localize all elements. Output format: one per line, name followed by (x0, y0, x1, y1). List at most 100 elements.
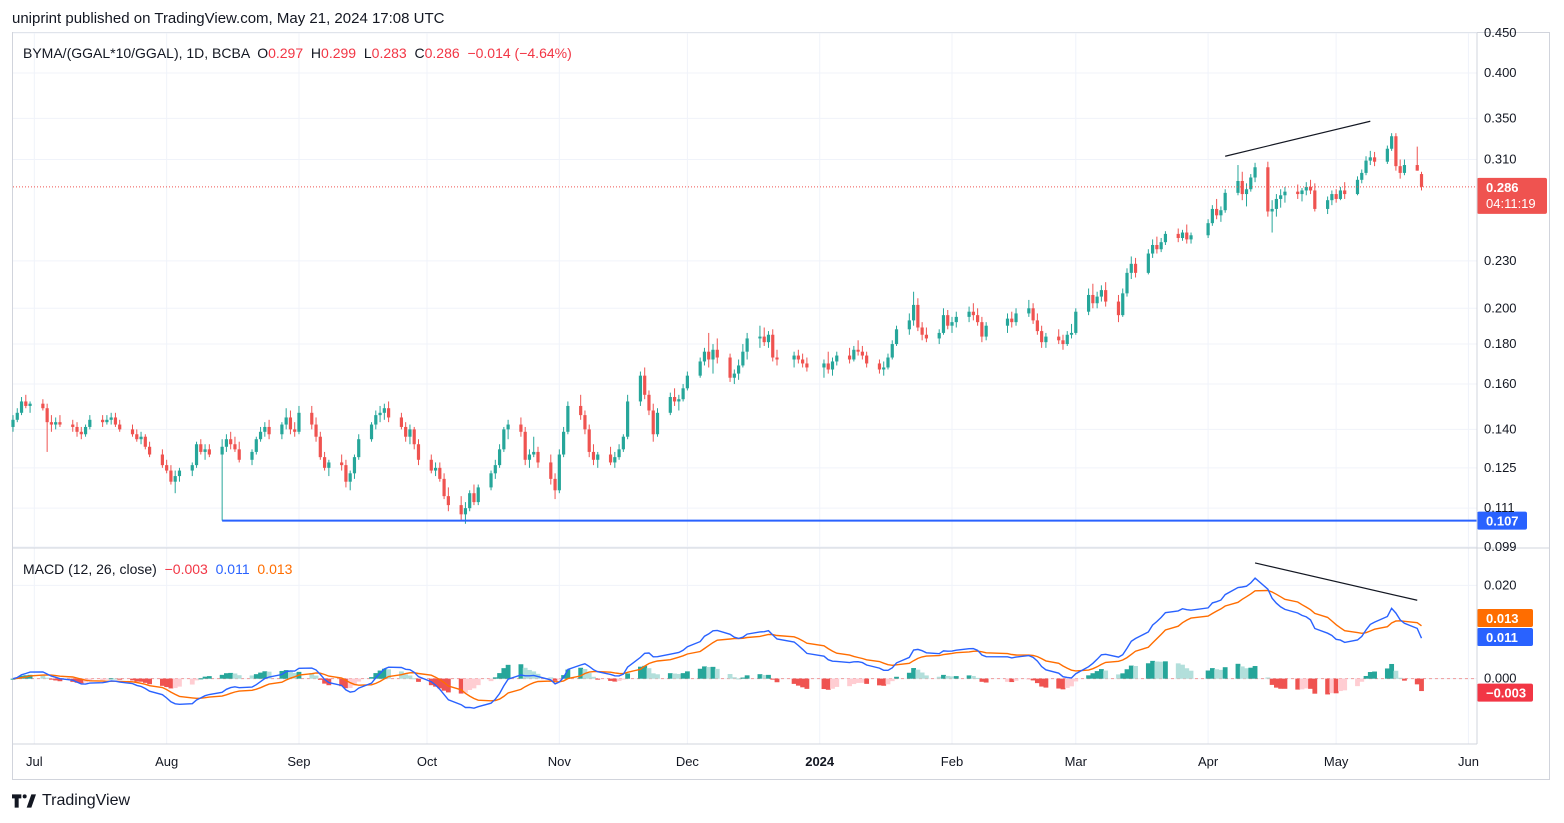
macd-hist-bar (1205, 670, 1211, 679)
open-label: O (257, 45, 269, 61)
candle-body (890, 344, 894, 358)
candle-body (438, 467, 442, 479)
candle-body (536, 451, 540, 463)
macd-hist-bar (1069, 678, 1074, 687)
macd-hist-value: −0.003 (164, 561, 208, 577)
macd-hist-bar (1265, 677, 1271, 679)
candle-body (109, 417, 113, 420)
candle-body (762, 336, 766, 343)
macd-label[interactable]: MACD (12, 26, close) (23, 561, 157, 577)
macd-hist-bar (1282, 678, 1288, 689)
candle-body (177, 470, 182, 477)
price-tick-label: 0.400 (1484, 65, 1517, 80)
candle-body (173, 476, 177, 482)
candle-body (882, 367, 886, 370)
macd-hist-bar (894, 676, 899, 679)
macd-hist-bar (1299, 678, 1305, 690)
candle-body (233, 444, 237, 450)
macd-hist-bar (851, 678, 857, 685)
footer-brand[interactable]: TradingView (12, 792, 130, 810)
candle-body (771, 334, 775, 358)
macd-hist-bar (1397, 677, 1403, 679)
macd-hist-bar (113, 678, 118, 680)
candle-body (1300, 190, 1304, 195)
macd-hist-bar (1056, 678, 1062, 689)
macd-hist-bar (130, 678, 135, 681)
candle-body (24, 401, 28, 406)
macd-hist-bar (740, 677, 746, 679)
macd-hist-bar (1128, 665, 1134, 679)
candle-body (15, 412, 19, 420)
candle-body (75, 426, 79, 432)
macd-hist-bar (1090, 673, 1096, 679)
candle-body (1163, 233, 1168, 243)
candle-body (647, 394, 651, 411)
candle-body (1364, 160, 1368, 173)
macd-hist-bar (100, 678, 106, 681)
candle-body (258, 431, 263, 440)
candle-body (587, 429, 591, 452)
macd-hist-bar (936, 676, 942, 679)
candle-body (468, 493, 472, 509)
macd-hist-bar (885, 678, 891, 685)
macd-hist-bar (74, 678, 80, 683)
candle-body (284, 417, 288, 425)
macd-hist-bar (228, 672, 234, 679)
macd-hist-bar (941, 674, 946, 679)
candle-body (130, 429, 135, 435)
candle-body (169, 470, 173, 482)
time-tick-label: 2024 (805, 754, 835, 769)
macd-hist-bar (556, 678, 562, 680)
hist-badge (1477, 683, 1533, 702)
axes: 0.450 0.400 0.350 0.310 0.230 0.200 0.180 0.160… (13, 25, 1549, 769)
macd-hist-bar (642, 665, 648, 679)
macd-hist-bar (548, 677, 554, 679)
symbol-label[interactable]: BYMA/(GGAL*10/GGAL), 1D, BCBA (23, 45, 250, 61)
countdown-label: 04:11:19 (1486, 196, 1536, 211)
candle-body (698, 361, 702, 376)
candle-body (352, 457, 357, 474)
macd-hist-bar (620, 678, 626, 680)
candle-body (608, 454, 613, 463)
candle-body (310, 412, 314, 425)
candle-body (101, 419, 105, 423)
macd-hist-bar (804, 678, 810, 689)
macd-hist-bar (1252, 666, 1258, 679)
candle-body (852, 349, 856, 360)
candle-body (916, 304, 920, 328)
candle-body (946, 315, 950, 326)
macd-hist-bar (953, 676, 959, 679)
macd-hist-bar (322, 678, 327, 684)
candle-body (412, 429, 416, 445)
macd-hist-bar (1086, 675, 1091, 679)
macd-hist-bar (983, 678, 989, 683)
macd-hist-bar (224, 673, 229, 679)
support-label: 0.107 (1486, 514, 1519, 529)
macd-hist-bar (356, 678, 362, 682)
macd-hist-bar (262, 671, 268, 679)
macd-hist-bar (1154, 661, 1160, 679)
candle-body (886, 357, 890, 368)
macd-hist-bar (177, 678, 182, 687)
candle-body (1061, 340, 1065, 345)
candle-body (792, 355, 796, 360)
candle-body (523, 431, 527, 460)
macd-hist-bar (53, 678, 59, 681)
candle-body (207, 449, 211, 455)
candle-body (920, 327, 924, 335)
candle-body (732, 373, 736, 378)
macd-hist-bar (505, 664, 511, 679)
candle-body (1185, 232, 1189, 240)
macd-hist-bar (266, 671, 272, 679)
macd-hist-bar (770, 678, 776, 680)
candle-body (728, 357, 732, 378)
candle-body (160, 454, 164, 466)
macd-hist-bar (1325, 678, 1331, 695)
candle-body (1279, 195, 1283, 199)
candle-body (1069, 332, 1074, 335)
candle-body (1044, 336, 1048, 343)
candle-body (830, 361, 835, 370)
macd-hist-bar (1384, 668, 1390, 679)
